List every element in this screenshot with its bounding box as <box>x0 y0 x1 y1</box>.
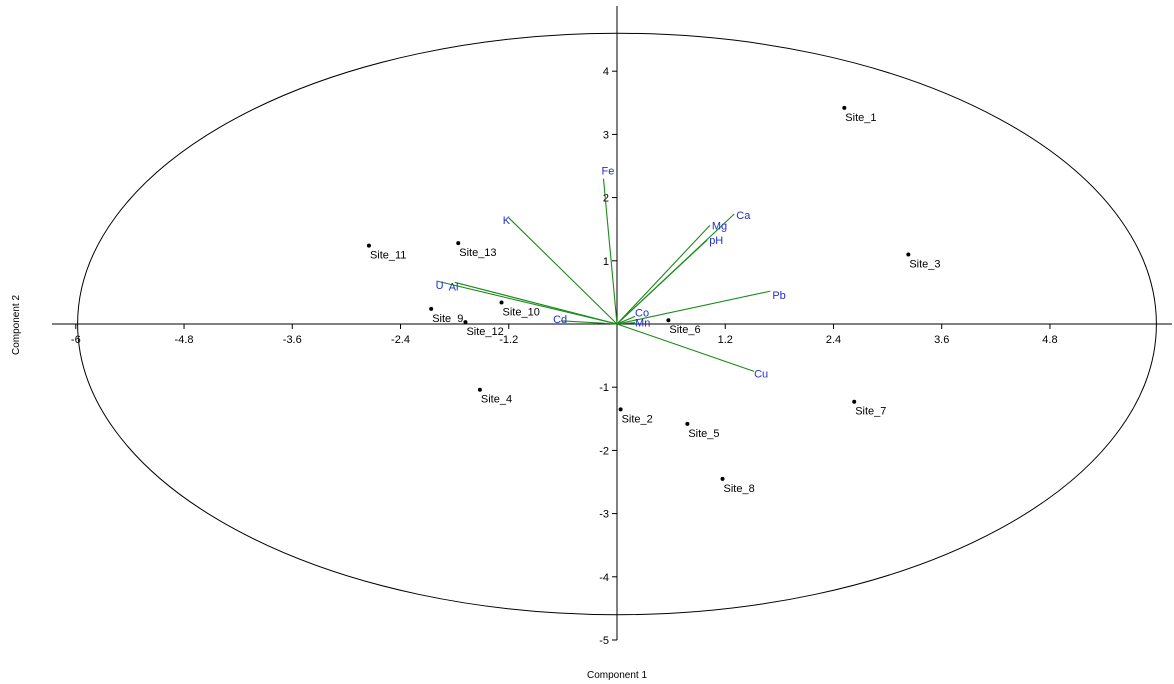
site-point-site_9 <box>429 306 434 311</box>
y-tick-label: 4 <box>603 66 609 78</box>
x-tick-label: -3.6 <box>283 334 302 346</box>
loading-label-cd: Cd <box>553 314 567 326</box>
loading-label-al: Al <box>449 281 459 293</box>
y-tick-label: 3 <box>603 129 609 141</box>
x-axis-title: Component 1 <box>587 670 647 681</box>
site-point-site_8 <box>720 476 725 481</box>
site-label-site_10: Site_10 <box>503 307 540 319</box>
loading-vector-mg <box>616 225 711 325</box>
site-point-site_12 <box>463 320 468 325</box>
y-tick-label: -3 <box>599 509 609 521</box>
y-tick-label: -4 <box>599 572 609 584</box>
loading-label-cu: Cu <box>754 368 768 380</box>
y-tick-label: 2 <box>603 193 609 205</box>
loading-label-pb: Pb <box>772 290 785 302</box>
site-label-site_5: Site_5 <box>688 428 719 440</box>
x-tick-label: -6 <box>71 334 81 346</box>
loading-vector-k <box>508 217 618 325</box>
site-label-site_3: Site_3 <box>909 258 940 270</box>
loading-label-ca: Ca <box>736 210 751 222</box>
site-label-site_6: Site_6 <box>669 324 700 336</box>
loading-label-mg: Mg <box>712 220 727 232</box>
loading-vector-pb <box>616 290 771 325</box>
site-label-site_2: Site_2 <box>622 413 653 425</box>
loading-label-co: Co <box>635 307 649 319</box>
loading-label-mn: Mn <box>635 318 650 330</box>
site-point-site_1 <box>842 105 847 110</box>
x-tick-label: 4.8 <box>1042 334 1057 346</box>
site-label-site_4: Site_4 <box>481 394 512 406</box>
loading-label-fe: Fe <box>601 166 614 178</box>
site-point-site_7 <box>852 399 857 404</box>
site-points: Site_1 Site_2 Site_3 Site_4 Site_5 Site_6 Site… <box>366 105 941 495</box>
site-point-site_10 <box>499 300 504 305</box>
axes: -6 -4.8 -3.6 -2.4 -1.2 1.2 2.4 3.6 4.8 -5 -4 -3 -2 -1… <box>52 6 1172 647</box>
loading-vector-al <box>454 281 618 325</box>
site-label-site_12: Site_12 <box>466 326 503 338</box>
site-label-site_7: Site_7 <box>855 406 886 418</box>
site-point-site_13 <box>456 241 461 246</box>
x-tick-label: -1.2 <box>499 334 518 346</box>
y-tick-label: -2 <box>599 445 609 457</box>
x-tick-label: 2.4 <box>826 334 841 346</box>
site-point-site_6 <box>666 318 671 323</box>
y-tick-label: -1 <box>599 382 609 394</box>
y-tick-label: 1 <box>603 256 609 268</box>
site-point-site_4 <box>477 387 482 392</box>
y-tick-label: -5 <box>599 635 609 647</box>
loading-vector-fe <box>602 178 618 325</box>
site-label-site_1: Site_1 <box>845 112 876 124</box>
x-tick-label: 3.6 <box>934 334 949 346</box>
site-point-site_2 <box>618 407 623 412</box>
loading-label-ph: pH <box>709 235 723 247</box>
loading-vector-ph <box>616 239 708 325</box>
site-label-site_9: Site_9 <box>432 313 463 325</box>
loading-vector-cu <box>616 323 755 372</box>
site-point-site_3 <box>906 252 911 257</box>
loading-label-u: U <box>436 280 444 292</box>
loading-label-k: K <box>503 215 511 227</box>
y-axis-title: Component 2 <box>11 295 22 355</box>
x-tick-label: 1.2 <box>718 334 733 346</box>
loading-vector-mn <box>616 322 636 325</box>
site-label-site_11: Site_11 <box>370 250 407 262</box>
site-label-site_8: Site_8 <box>724 483 755 495</box>
x-tick-label: -2.4 <box>391 334 410 346</box>
site-point-site_5 <box>685 421 690 426</box>
site-label-site_13: Site_13 <box>459 247 496 259</box>
loading-vector-cd <box>561 320 618 325</box>
loading-vector-co <box>616 315 636 325</box>
site-point-site_11 <box>366 243 371 248</box>
x-tick-label: -4.8 <box>175 334 194 346</box>
